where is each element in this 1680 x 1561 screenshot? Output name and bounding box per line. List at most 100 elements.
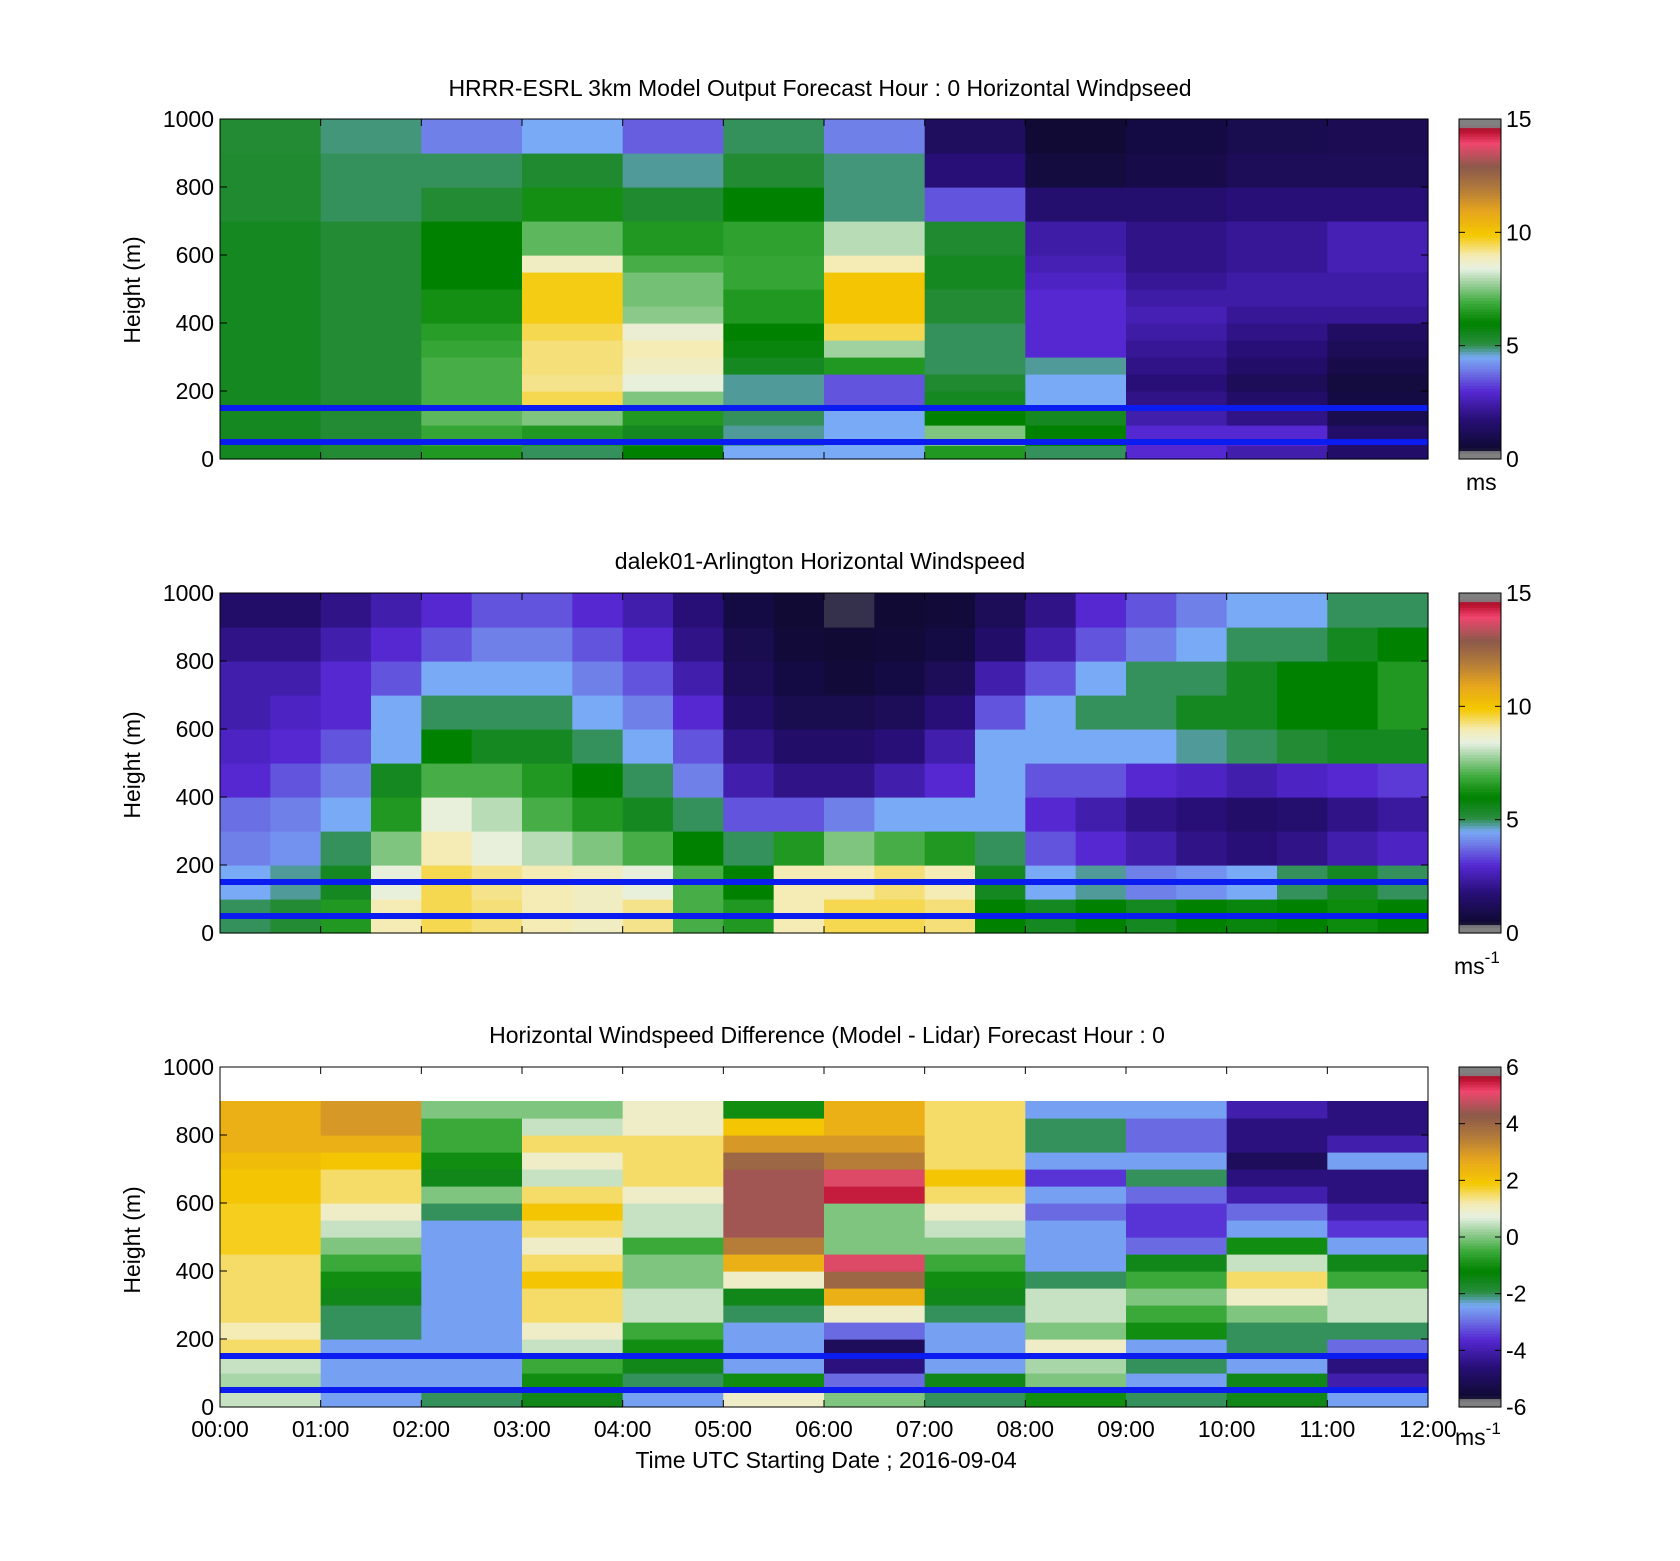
colorbar-segment [1459,899,1501,903]
colorbar-segment [1459,260,1501,265]
heatmap-cell [1126,1356,1228,1374]
heatmap-cell [1377,831,1429,866]
heatmap-cell [320,1373,422,1391]
panel-model-colorbar: 0 5 10 15 [1458,106,1532,472]
heatmap-cell [371,763,422,798]
heatmap-cell [1025,661,1077,696]
heatmap-cell [421,1322,523,1340]
heatmap-cell [622,1135,724,1153]
colorbar-segment [1459,1228,1501,1232]
colorbar-segment [1459,652,1501,656]
heatmap-cell [622,306,724,324]
colorbar-segment [1459,822,1501,826]
colorbar-segment [1459,712,1501,716]
colorbar-segment [1459,1254,1501,1258]
heatmap-cell [572,797,624,832]
heatmap-cell [1126,153,1228,188]
heatmap-cell [1126,1305,1228,1323]
heatmap-cell [1025,797,1077,832]
y-tick-label: 800 [176,1122,214,1148]
heatmap-cell [522,340,624,358]
heatmap-cell [622,831,674,866]
heatmap-cell [1075,695,1127,730]
colorbar-segment [1459,632,1501,637]
panel-lidar-unit: ms-1 [1454,948,1500,979]
heatmap-cell [1126,1254,1228,1272]
colorbar-segment [1459,269,1501,273]
heatmap-cell [673,729,724,764]
colorbar-segment [1459,661,1501,665]
colorbar-segment [1459,215,1501,219]
heatmap-cell [220,661,271,696]
heatmap-cell [824,1356,926,1374]
heatmap-cell [723,323,825,341]
colorbar-segment [1459,782,1501,787]
colorbar-segment [1459,663,1501,668]
colorbar-segment [1459,709,1501,713]
colorbar-segment [1459,209,1501,214]
colorbar-tick-label: -6 [1506,1394,1526,1420]
heatmap-cell [220,289,322,307]
heatmap-cell [371,695,422,730]
heatmap-cell [1025,763,1077,798]
heatmap-cell [1226,1271,1328,1289]
heatmap-cell [924,695,976,730]
heatmap-cell [1126,831,1177,866]
heatmap-cell [1126,1271,1228,1289]
colorbar-segment [1459,325,1501,330]
colorbar-segment [1459,612,1501,617]
heatmap-cell [1226,306,1328,324]
heatmap-cell [924,1220,1026,1238]
x-tick-label: 09:00 [1097,1416,1155,1442]
heatmap-cell [522,593,573,628]
heatmap-cell [320,374,422,392]
heatmap-cell [572,831,624,866]
heatmap-cell [1025,1203,1127,1221]
heatmap-cell [1025,408,1127,426]
heatmap-cell [1025,1254,1127,1272]
heatmap-cell [1327,1288,1429,1306]
colorbar-segment [1459,331,1501,335]
colorbar-segment [1459,913,1501,917]
heatmap-cell [622,1271,724,1289]
heatmap-cell [1277,627,1328,662]
colorbar-segment [1459,337,1501,341]
y-tick-label: 1000 [163,580,214,606]
heatmap-cell [1126,1118,1228,1136]
colorbar-segment [1459,1395,1501,1400]
colorbar-segment [1459,1143,1501,1147]
heatmap-cell [522,391,624,409]
colorbar-segment [1459,845,1501,849]
colorbar-segment [1459,610,1501,614]
heatmap-cell [320,1339,422,1357]
heatmap-cell [1277,763,1328,798]
heatmap-cell [320,408,422,426]
heatmap-cell [1025,729,1077,764]
heatmap-cell [924,1237,1026,1255]
colorbar-segment [1459,1135,1501,1139]
colorbar-segment [1459,425,1501,429]
heatmap-cell [622,1152,724,1170]
heatmap-cell [975,763,1026,798]
colorbar-segment [1459,419,1501,423]
y-tick-label: 0 [201,1394,214,1420]
colorbar-segment [1459,1188,1501,1193]
colorbar-segment [1459,646,1501,651]
heatmap-cell [874,831,926,866]
colorbar-segment [1459,635,1501,639]
heatmap-cell [522,1186,624,1204]
heatmap-cell [522,1339,624,1357]
heatmap-cell [522,1271,624,1289]
colorbar-segment [1459,884,1501,889]
colorbar-segment [1459,155,1501,160]
heatmap-cell [220,627,271,662]
heatmap-cell [471,627,523,662]
heatmap-cell [673,763,724,798]
colorbar-segment [1459,797,1501,801]
heatmap-cell [1377,763,1429,798]
heatmap-cell [824,763,875,798]
colorbar-segment [1459,1078,1501,1082]
colorbar-segment [1459,930,1501,934]
heatmap-cell [1025,1305,1127,1323]
